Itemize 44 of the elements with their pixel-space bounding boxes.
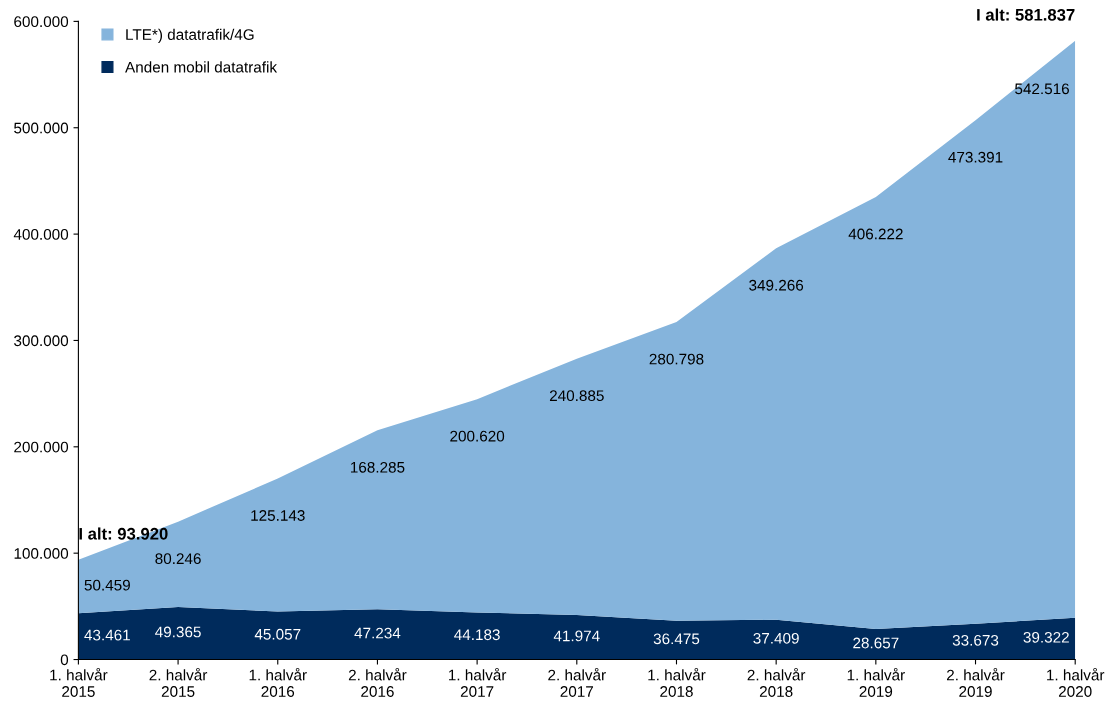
- x-tick-label: 2. halvår 2018: [747, 668, 806, 697]
- y-tick-label: 0: [60, 654, 69, 666]
- data-label: 200.620: [450, 430, 505, 442]
- data-label: 349.266: [749, 279, 804, 291]
- data-label: 50.459: [84, 579, 130, 591]
- x-tick-label: 1. halvår 2016: [249, 668, 307, 697]
- x-tick-label: 2. halvår 2019: [946, 668, 1005, 697]
- y-tick-label: 100.000: [14, 548, 69, 559]
- annotation: I alt: 581.837: [977, 8, 1075, 21]
- data-label: 280.798: [649, 353, 704, 365]
- data-label: 28.657: [853, 637, 899, 649]
- x-tick-label: 1. halvår 2019: [847, 668, 905, 697]
- legend-label: LTE*) datatrafik/4G: [126, 28, 254, 43]
- data-label: 473.391: [948, 151, 1003, 163]
- y-tick-label: 300.000: [14, 335, 69, 347]
- x-tick-label: 1. halvår 2017: [448, 668, 507, 697]
- data-label: 80.246: [155, 553, 201, 565]
- data-label: 406.222: [848, 228, 903, 240]
- data-label: 49.365: [155, 626, 201, 638]
- data-label: 44.183: [454, 629, 500, 641]
- y-tick-label: 600.000: [14, 16, 69, 28]
- data-label: 39.322: [1023, 631, 1069, 643]
- x-tick-label: 2. halvår 2015: [149, 668, 208, 697]
- data-label: 47.234: [354, 627, 401, 639]
- data-label: 125.143: [251, 510, 305, 521]
- x-tick-label: 2. halvår 2017: [548, 668, 606, 697]
- data-label: 37.409: [753, 632, 799, 644]
- data-label: 33.673: [952, 634, 999, 646]
- data-label: 240.885: [549, 390, 604, 402]
- data-label: 45.057: [254, 628, 301, 640]
- x-tick-label: 1. halvår 2020: [1047, 668, 1105, 697]
- data-label: 41.974: [553, 630, 600, 642]
- y-tick-label: 400.000: [13, 228, 69, 240]
- data-label: 168.285: [351, 461, 405, 473]
- x-tick-label: 1. halvår 2018: [648, 668, 706, 697]
- legend-label: Anden mobil datatrafik: [125, 61, 278, 73]
- y-tick-label: 200.000: [14, 441, 69, 453]
- data-label: 36.475: [653, 633, 700, 645]
- x-tick-label: 1. halvår 2015: [50, 668, 108, 697]
- annotation: I alt: 93.920: [79, 527, 168, 540]
- data-label: 43.461: [84, 629, 130, 641]
- x-tick-label: 2. halvår 2016: [348, 668, 407, 697]
- data-label: 542.516: [1015, 83, 1069, 95]
- y-tick-label: 500.000: [14, 122, 69, 134]
